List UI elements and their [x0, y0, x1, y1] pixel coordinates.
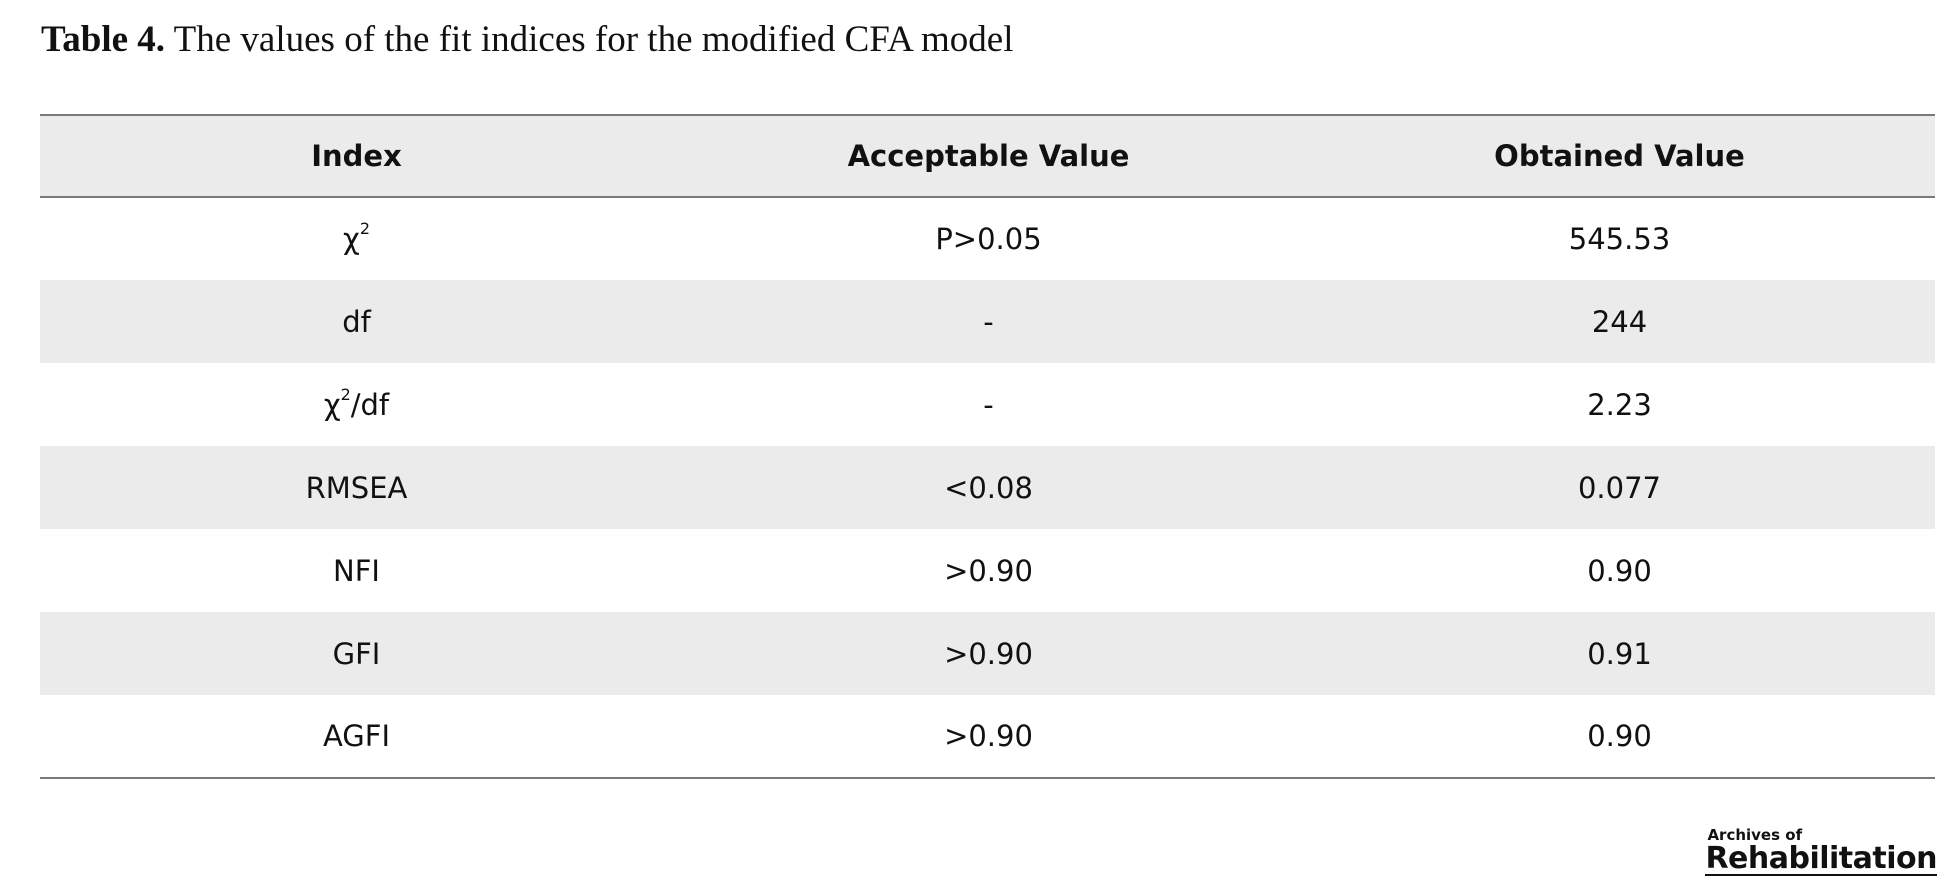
cell-obtained: 0.077 — [1577, 470, 1662, 505]
table-row: GFI >0.90 0.91 — [40, 612, 1935, 695]
cell-obtained: 0.91 — [1587, 636, 1652, 671]
index-text: NFI — [333, 553, 380, 588]
cell-obtained: 545.53 — [1568, 222, 1671, 256]
header-acceptable-value: Acceptable Value — [673, 114, 1304, 198]
cell-index: RMSEA — [40, 446, 673, 529]
logo-line-2: Rehabilitation — [1705, 841, 1937, 876]
index-text: χ — [323, 387, 341, 422]
fit-indices-table: Index Acceptable Value Obtained Value χ2… — [40, 114, 1935, 779]
header-obtained-value: Obtained Value — [1304, 114, 1935, 198]
cell-acceptable: <0.08 — [944, 470, 1033, 505]
cell-index: χ2 — [40, 197, 673, 280]
cell-obtained: 0.90 — [1304, 695, 1935, 779]
cell-obtained: 244 — [1591, 304, 1648, 339]
index-text: AGFI — [322, 719, 391, 753]
index-suffix: /df — [350, 387, 390, 422]
logo-line-1: Archives of — [1707, 826, 1803, 844]
table-row: AGFI >0.90 0.90 — [40, 695, 1935, 779]
cell-index: df — [40, 280, 673, 363]
table-caption: Table 4. The values of the fit indices f… — [41, 18, 1014, 61]
index-text: df — [342, 304, 371, 339]
cell-acceptable: - — [983, 387, 994, 422]
cell-acceptable: >0.90 — [673, 695, 1304, 779]
index-superscript: 2 — [359, 219, 370, 239]
table-row: RMSEA <0.08 0.077 — [40, 446, 1935, 529]
table-row: χ2/df - 2.23 — [40, 363, 1935, 446]
cell-index: GFI — [40, 612, 673, 695]
table-row: NFI >0.90 0.90 — [40, 529, 1935, 612]
caption-text: The values of the fit indices for the mo… — [173, 19, 1014, 60]
index-text: χ — [343, 222, 360, 256]
cell-acceptable: >0.90 — [944, 553, 1033, 588]
table-row: χ2 P>0.05 545.53 — [40, 197, 1935, 280]
cell-index: NFI — [40, 529, 673, 612]
journal-logo: Archives of Rehabilitation — [1705, 826, 1937, 876]
table-row: df - 244 — [40, 280, 1935, 363]
cell-acceptable: - — [983, 304, 994, 339]
index-text: RMSEA — [305, 470, 408, 505]
cell-acceptable: P>0.05 — [935, 222, 1042, 256]
caption-label: Table 4. — [41, 19, 166, 60]
header-index: Index — [40, 114, 673, 198]
cell-index: AGFI — [40, 695, 673, 779]
index-text: GFI — [332, 636, 381, 671]
index-superscript: 2 — [340, 384, 351, 404]
cell-obtained: 2.23 — [1587, 387, 1652, 422]
header-row: Index Acceptable Value Obtained Value — [40, 114, 1935, 198]
cell-obtained: 0.90 — [1587, 553, 1652, 588]
cell-index: χ2/df — [40, 363, 673, 446]
cell-acceptable: >0.90 — [944, 636, 1033, 671]
